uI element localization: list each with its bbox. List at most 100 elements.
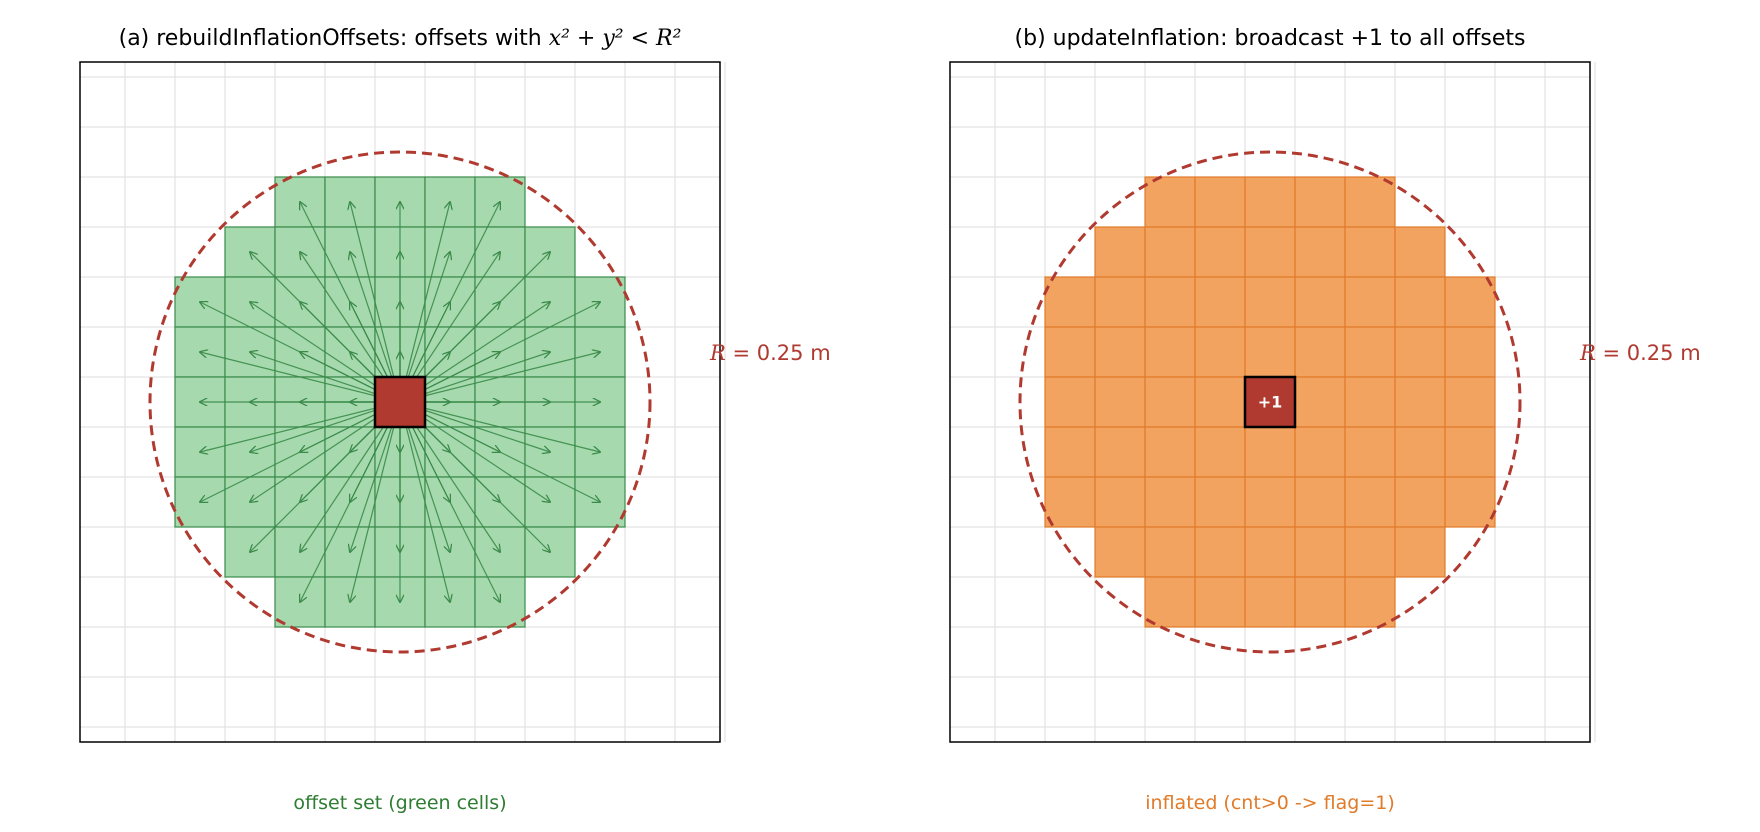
inflated-cell (1194, 176, 1246, 228)
inflated-cell (1194, 326, 1246, 378)
panel-a-radius-value: = 0.25 m (725, 341, 831, 365)
inflated-cell (1294, 576, 1346, 628)
inflated-cell (1344, 576, 1396, 628)
inflated-cell (1294, 376, 1346, 428)
inflated-cell (1444, 476, 1496, 528)
inflated-cell (1444, 376, 1496, 428)
inflated-cell (1444, 326, 1496, 378)
inflated-cell (1394, 276, 1446, 328)
panel-a-caption: offset set (green cells) (293, 792, 507, 814)
panel-b-inflated-cells (1044, 176, 1496, 628)
panel-b-frame (949, 61, 1591, 743)
panel-a-radius-label: R = 0.25 m (710, 341, 831, 365)
inflated-cell (1044, 426, 1096, 478)
panel-a-title: (a) rebuildInflationOffsets: offsets wit… (119, 26, 682, 51)
inflated-cell (1444, 426, 1496, 478)
offset-arrow (200, 401, 401, 452)
offset-arrow (399, 401, 600, 452)
inflated-cell (1044, 476, 1096, 528)
panel-b-radius-circle (1018, 150, 1522, 654)
offset-cell (474, 576, 526, 628)
panel-b-radius-label: R = 0.25 m (1580, 341, 1701, 365)
inflated-cell (1444, 276, 1496, 328)
inflated-cell (1094, 226, 1146, 278)
inflated-cell (1344, 526, 1396, 578)
inflated-cell (1394, 376, 1446, 428)
inflated-cell (1144, 426, 1196, 478)
inflated-cell (1144, 576, 1196, 628)
inflated-cell (1094, 276, 1146, 328)
inflated-cell (1294, 526, 1346, 578)
inflated-cell (1394, 526, 1446, 578)
inflated-cell (1144, 176, 1196, 228)
inflated-cell (1344, 476, 1396, 528)
offset-arrow (399, 401, 450, 602)
inflated-cell (1244, 526, 1296, 578)
inflated-cell (1044, 326, 1096, 378)
center-cell (373, 375, 427, 429)
inflated-cell (1144, 276, 1196, 328)
panel-a (79, 61, 726, 743)
inflated-cell (1294, 176, 1346, 228)
inflated-cell (1144, 326, 1196, 378)
inflated-cell (1394, 326, 1446, 378)
panel-b-title: (b) updateInflation: broadcast +1 to all… (1014, 26, 1526, 51)
inflated-cell (1194, 376, 1246, 428)
inflated-cell (1344, 376, 1396, 428)
offset-arrow (399, 352, 600, 403)
panel-a-radius-var: R (710, 341, 726, 365)
inflated-cell (1294, 226, 1346, 278)
inflated-cell (1244, 426, 1296, 478)
offset-arrow (350, 401, 401, 602)
inflated-cell (1294, 426, 1346, 478)
inflated-cell (1144, 526, 1196, 578)
inflated-cell (1144, 476, 1196, 528)
panel-a-radius-circle (148, 150, 652, 654)
panel-a-title-prefix: (a) rebuildInflationOffsets: offsets wit… (118, 26, 549, 51)
center-cell (1243, 375, 1297, 429)
inflated-cell (1194, 426, 1246, 478)
inflated-cell (1244, 276, 1296, 328)
panel-a-title-math: x² + y² < R² (548, 26, 682, 51)
inflated-cell (1144, 226, 1196, 278)
inflated-cell (1394, 476, 1446, 528)
inflated-cell (1194, 226, 1246, 278)
inflated-cell (1094, 426, 1146, 478)
offset-arrow (350, 202, 401, 403)
inflated-cell (1344, 176, 1396, 228)
panel-a-frame (79, 61, 721, 743)
inflated-cell (1244, 476, 1296, 528)
inflated-cell (1294, 326, 1346, 378)
inflated-cell (1194, 576, 1246, 628)
panel-b-radius-var: R (1580, 341, 1596, 365)
panel-b-radius-value: = 0.25 m (1595, 341, 1701, 365)
inflated-cell (1294, 476, 1346, 528)
offset-arrow (399, 202, 450, 403)
panel-b: +1 (949, 61, 1596, 743)
inflated-cell (1294, 276, 1346, 328)
inflated-cell (1194, 526, 1246, 578)
inflated-cell (1394, 226, 1446, 278)
inflated-cell (1344, 226, 1396, 278)
inflated-cell (1244, 326, 1296, 378)
inflated-cell (1344, 276, 1396, 328)
panel-b-center-label: +1 (1258, 393, 1283, 412)
inflated-cell (1144, 376, 1196, 428)
offset-arrow (200, 401, 401, 502)
inflated-cell (1344, 426, 1396, 478)
inflated-cell (1244, 176, 1296, 228)
offset-arrow (200, 352, 401, 403)
inflated-cell (1094, 526, 1146, 578)
inflated-cell (1044, 376, 1096, 428)
inflated-cell (1094, 476, 1146, 528)
inflated-cell (1344, 326, 1396, 378)
inflated-cell (1094, 326, 1146, 378)
inflated-cell (1044, 276, 1096, 328)
inflated-cell (1244, 226, 1296, 278)
inflated-cell (1244, 576, 1296, 628)
inflated-cell (1094, 376, 1146, 428)
offset-arrow (399, 401, 600, 502)
inflated-cell (1194, 276, 1246, 328)
panel-b-caption: inflated (cnt>0 -> flag=1) (1145, 792, 1395, 814)
